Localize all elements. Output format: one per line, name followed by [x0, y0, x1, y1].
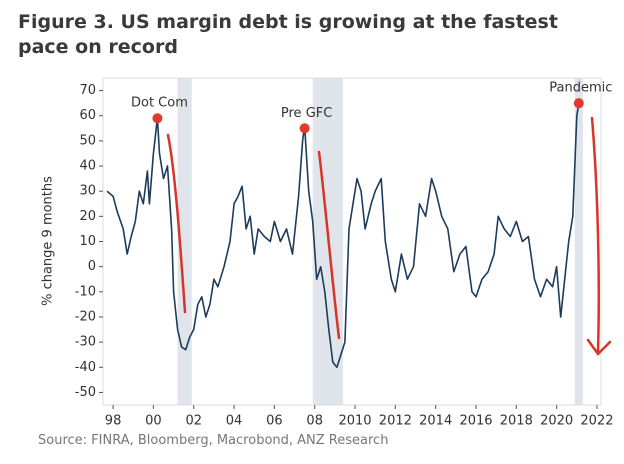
annotation-label: Pre GFC — [281, 106, 332, 121]
x-tick-label: 06 — [266, 414, 283, 429]
x-tick-label: 2020 — [540, 414, 573, 429]
annotation-label: Pandemic — [549, 81, 612, 96]
chart-title: Figure 3. US margin debt is growing at t… — [18, 11, 558, 58]
y-tick-label: 50 — [79, 133, 96, 148]
x-tick-label: 98 — [105, 414, 122, 429]
x-tick-label: 2010 — [338, 414, 371, 429]
annotation-label: Dot Com — [131, 96, 188, 111]
x-tick-label: 2022 — [580, 414, 613, 429]
y-axis-label: % change 9 months — [41, 176, 56, 306]
shaded-range — [312, 78, 343, 405]
y-tick-label: -50 — [75, 385, 96, 400]
x-tick-label: 00 — [145, 414, 162, 429]
y-tick-label: -30 — [75, 335, 96, 350]
y-tick-label: 20 — [79, 209, 96, 224]
annotation-dot — [152, 113, 163, 124]
y-tick-label: 60 — [79, 108, 96, 123]
annotation-dot — [573, 98, 584, 109]
x-tick-label: 2016 — [459, 414, 492, 429]
x-tick-label: 2014 — [419, 414, 452, 429]
x-tick-label: 2018 — [500, 414, 533, 429]
y-tick-label: 40 — [79, 159, 96, 174]
y-tick-label: 30 — [79, 184, 96, 199]
annotation-dot — [299, 123, 310, 134]
x-tick-label: 02 — [185, 414, 202, 429]
source: Source: FINRA, Bloomberg, Macrobond, ANZ… — [38, 433, 389, 448]
y-tick-label: -40 — [75, 360, 96, 375]
y-tick-label: 0 — [88, 259, 96, 274]
shaded-range — [574, 78, 583, 405]
x-tick-label: 04 — [226, 414, 243, 429]
y-tick-label: -20 — [75, 309, 96, 324]
y-tick-label: 10 — [79, 234, 96, 249]
x-tick-label: 08 — [306, 414, 323, 429]
y-tick-label: 70 — [79, 83, 96, 98]
x-tick-label: 2012 — [379, 414, 412, 429]
shaded-range — [177, 78, 192, 405]
y-tick-label: -10 — [75, 284, 96, 299]
